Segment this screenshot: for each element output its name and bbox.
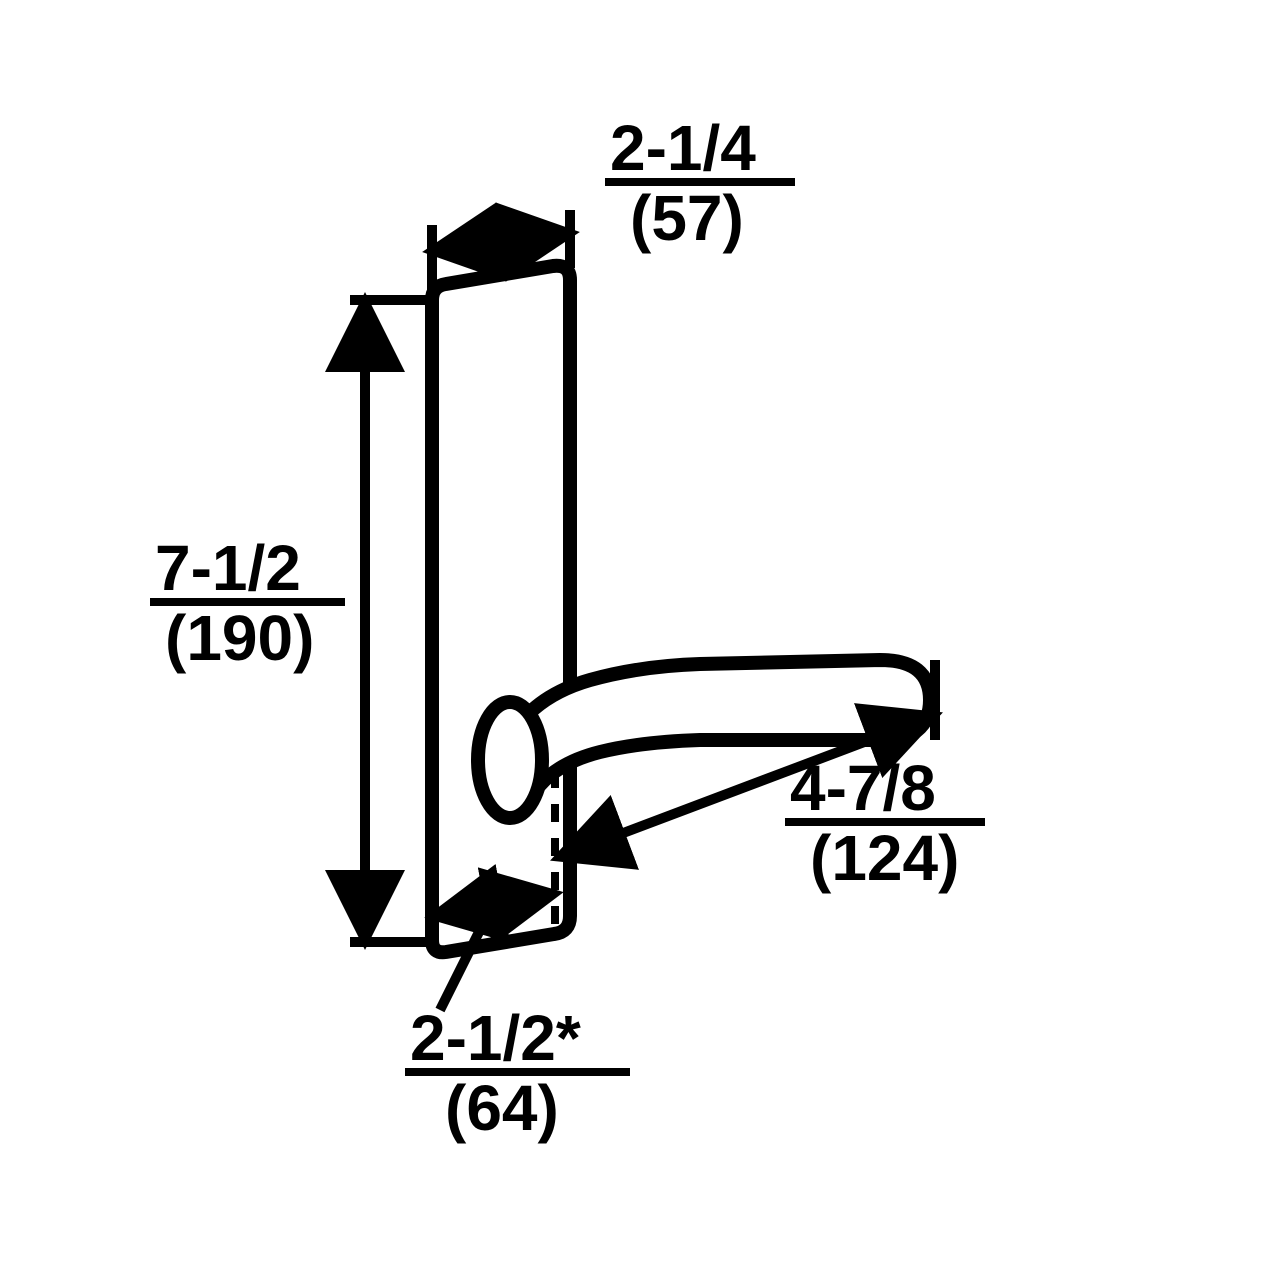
escutcheon-plate xyxy=(432,266,570,952)
dim-height-imperial: 7-1/2 xyxy=(155,532,301,604)
dimension-height: 7-1/2 (190) xyxy=(150,300,430,942)
dim-height-metric: (190) xyxy=(165,602,314,674)
dim-lever-imperial: 4-7/8 xyxy=(790,752,936,824)
dimension-width: 2-1/4 (57) xyxy=(432,112,795,290)
dim-backset-metric: (64) xyxy=(445,1072,559,1144)
dimension-diagram: 2-1/4 (57) 7-1/2 (190) 4-7/8 (124) 2-1/2… xyxy=(0,0,1280,1280)
dim-backset-imperial: 2-1/2* xyxy=(410,1002,581,1074)
dim-width-metric: (57) xyxy=(630,182,744,254)
dim-width-imperial: 2-1/4 xyxy=(610,112,756,184)
dim-lever-metric: (124) xyxy=(810,822,959,894)
